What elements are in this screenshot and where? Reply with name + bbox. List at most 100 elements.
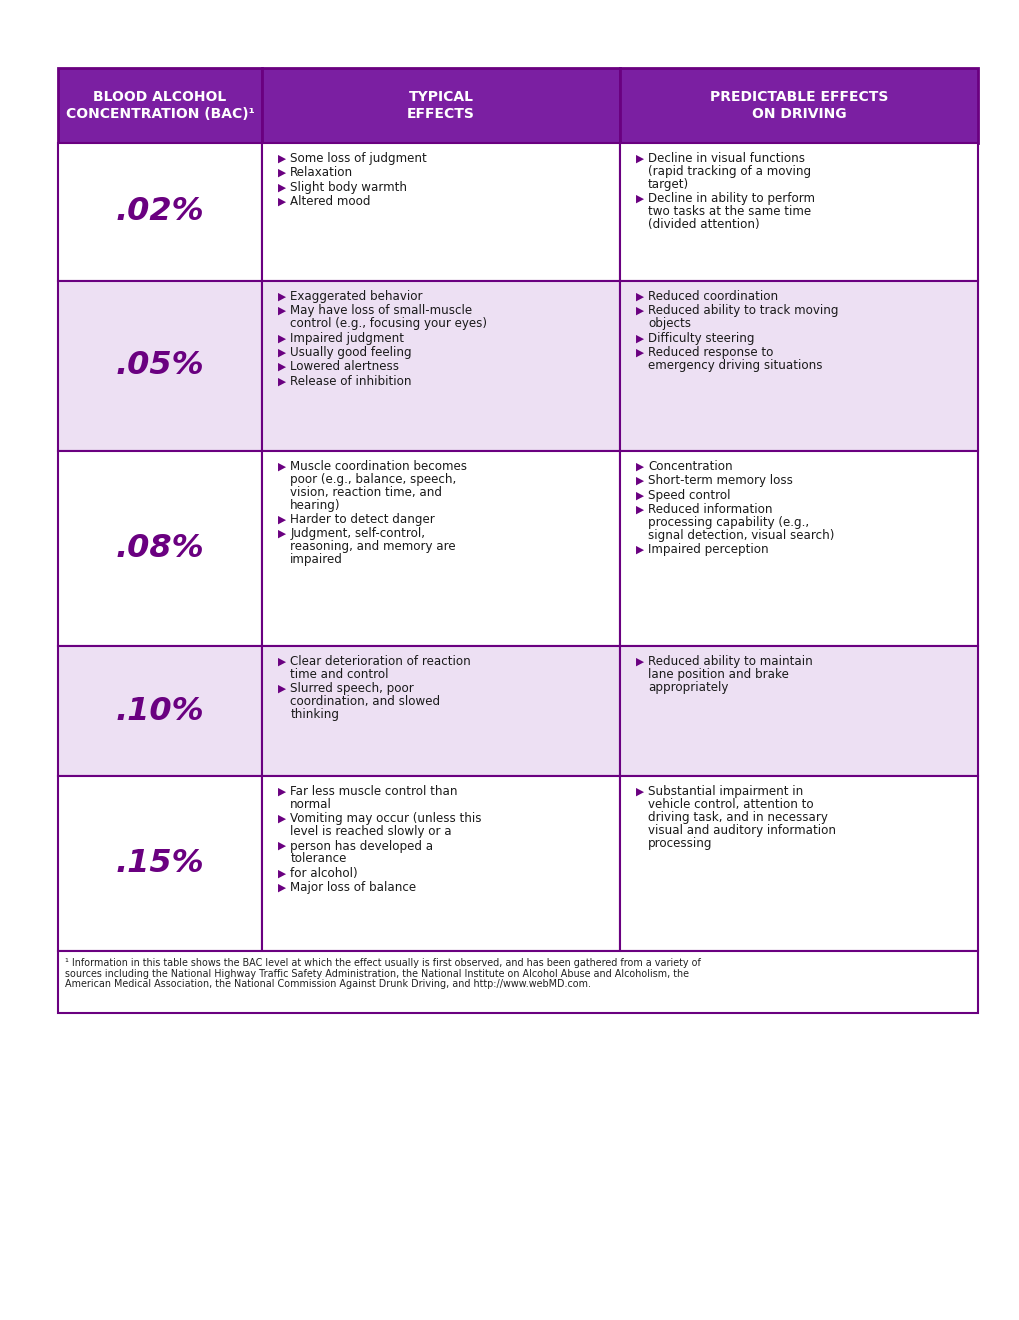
Text: Slurred speech, poor: Slurred speech, poor: [290, 682, 414, 696]
Text: (rapid tracking of a moving: (rapid tracking of a moving: [647, 165, 810, 178]
Text: Reduced response to: Reduced response to: [647, 346, 772, 359]
Text: Slight body warmth: Slight body warmth: [290, 181, 407, 194]
Text: person has developed a: person has developed a: [290, 840, 433, 853]
Text: two tasks at the same time: two tasks at the same time: [647, 205, 810, 218]
Text: appropriately: appropriately: [647, 681, 728, 694]
Bar: [620, 69, 977, 143]
Text: ▶: ▶: [278, 182, 286, 193]
Text: ▶: ▶: [278, 515, 286, 524]
Text: .08%: .08%: [115, 533, 204, 564]
Text: ▶: ▶: [278, 362, 286, 372]
Text: Impaired judgment: Impaired judgment: [290, 331, 404, 345]
Text: Muscle coordination becomes: Muscle coordination becomes: [290, 459, 467, 473]
Text: ▶: ▶: [278, 841, 286, 851]
Text: control (e.g., focusing your eyes): control (e.g., focusing your eyes): [290, 317, 487, 330]
Text: reasoning, and memory are: reasoning, and memory are: [290, 540, 455, 553]
Text: ▶: ▶: [278, 197, 286, 207]
Text: ▶: ▶: [278, 292, 286, 301]
Text: Reduced ability to track moving: Reduced ability to track moving: [647, 305, 838, 317]
Bar: [262, 281, 620, 451]
Text: Lowered alertness: Lowered alertness: [290, 360, 398, 374]
Text: Release of inhibition: Release of inhibition: [290, 375, 412, 388]
Text: Reduced information: Reduced information: [647, 503, 771, 516]
Text: Speed control: Speed control: [647, 488, 730, 502]
Text: Impaired perception: Impaired perception: [647, 544, 768, 556]
Text: lane position and brake: lane position and brake: [647, 668, 789, 681]
Text: TYPICAL
EFFECTS: TYPICAL EFFECTS: [407, 90, 475, 121]
Text: ▶: ▶: [278, 168, 286, 178]
Text: ▶: ▶: [636, 292, 644, 301]
Text: ▶: ▶: [636, 347, 644, 358]
Text: processing: processing: [647, 837, 712, 850]
Bar: [58, 281, 262, 451]
Text: Judgment, self-control,: Judgment, self-control,: [290, 528, 425, 540]
Text: PREDICTABLE EFFECTS
ON DRIVING: PREDICTABLE EFFECTS ON DRIVING: [709, 90, 888, 121]
Text: Relaxation: Relaxation: [290, 166, 353, 180]
Text: coordination, and slowed: coordination, and slowed: [290, 696, 440, 708]
Text: Usually good feeling: Usually good feeling: [290, 346, 412, 359]
Text: Far less muscle control than: Far less muscle control than: [290, 785, 458, 799]
Text: for alcohol): for alcohol): [290, 867, 358, 880]
Bar: [58, 451, 262, 645]
Bar: [620, 776, 977, 950]
Text: processing capability (e.g.,: processing capability (e.g.,: [647, 516, 808, 529]
Text: ▶: ▶: [278, 813, 286, 824]
Text: ▶: ▶: [636, 333, 644, 343]
Bar: [262, 451, 620, 645]
Text: ▶: ▶: [278, 787, 286, 796]
Text: ▶: ▶: [636, 545, 644, 554]
Text: Difficulty steering: Difficulty steering: [647, 331, 754, 345]
Text: vision, reaction time, and: vision, reaction time, and: [290, 486, 442, 499]
Text: ▶: ▶: [278, 333, 286, 343]
Text: emergency driving situations: emergency driving situations: [647, 359, 821, 372]
Text: ▶: ▶: [278, 462, 286, 471]
Text: ▶: ▶: [278, 684, 286, 694]
Text: (divided attention): (divided attention): [647, 218, 759, 231]
Text: .05%: .05%: [115, 351, 204, 381]
Text: BLOOD ALCOHOL
CONCENTRATION (BAC)¹: BLOOD ALCOHOL CONCENTRATION (BAC)¹: [65, 90, 255, 121]
Bar: [620, 451, 977, 645]
Text: ▶: ▶: [278, 347, 286, 358]
Bar: [620, 143, 977, 281]
Text: ▶: ▶: [636, 787, 644, 796]
Text: objects: objects: [647, 317, 691, 330]
Text: ¹ Information in this table shows the BAC level at which the effect usually is f: ¹ Information in this table shows the BA…: [65, 958, 700, 968]
Text: Reduced ability to maintain: Reduced ability to maintain: [647, 655, 812, 668]
Text: .10%: .10%: [115, 696, 204, 726]
Text: sources including the National Highway Traffic Safety Administration, the Nation: sources including the National Highway T…: [65, 969, 688, 978]
Text: .02%: .02%: [115, 197, 204, 227]
Bar: [262, 69, 620, 143]
Text: Vomiting may occur (unless this: Vomiting may occur (unless this: [290, 812, 481, 825]
Text: tolerance: tolerance: [290, 853, 346, 866]
Bar: [58, 950, 977, 1012]
Bar: [262, 143, 620, 281]
Text: ▶: ▶: [278, 153, 286, 164]
Text: Decline in ability to perform: Decline in ability to perform: [647, 193, 814, 205]
Text: Altered mood: Altered mood: [290, 195, 370, 209]
Text: ▶: ▶: [636, 462, 644, 471]
Text: target): target): [647, 178, 689, 191]
Text: Major loss of balance: Major loss of balance: [290, 882, 416, 894]
Text: time and control: time and control: [290, 668, 388, 681]
Text: level is reached slowly or a: level is reached slowly or a: [290, 825, 451, 838]
Text: signal detection, visual search): signal detection, visual search): [647, 529, 834, 543]
Text: driving task, and in necessary: driving task, and in necessary: [647, 810, 827, 824]
Text: vehicle control, attention to: vehicle control, attention to: [647, 797, 813, 810]
Text: Some loss of judgment: Some loss of judgment: [290, 152, 427, 165]
Bar: [58, 69, 262, 143]
Bar: [620, 645, 977, 776]
Bar: [58, 143, 262, 281]
Text: ▶: ▶: [278, 869, 286, 878]
Text: impaired: impaired: [290, 553, 342, 566]
Text: ▶: ▶: [278, 883, 286, 892]
Text: ▶: ▶: [636, 194, 644, 203]
Text: ▶: ▶: [278, 656, 286, 667]
Text: Harder to detect danger: Harder to detect danger: [290, 513, 434, 527]
Text: American Medical Association, the National Commission Against Drunk Driving, and: American Medical Association, the Nation…: [65, 979, 590, 990]
Text: Exaggerated behavior: Exaggerated behavior: [290, 290, 422, 304]
Text: ▶: ▶: [636, 656, 644, 667]
Text: ▶: ▶: [636, 306, 644, 315]
Text: thinking: thinking: [290, 708, 339, 721]
Text: ▶: ▶: [636, 153, 644, 164]
Bar: [58, 645, 262, 776]
